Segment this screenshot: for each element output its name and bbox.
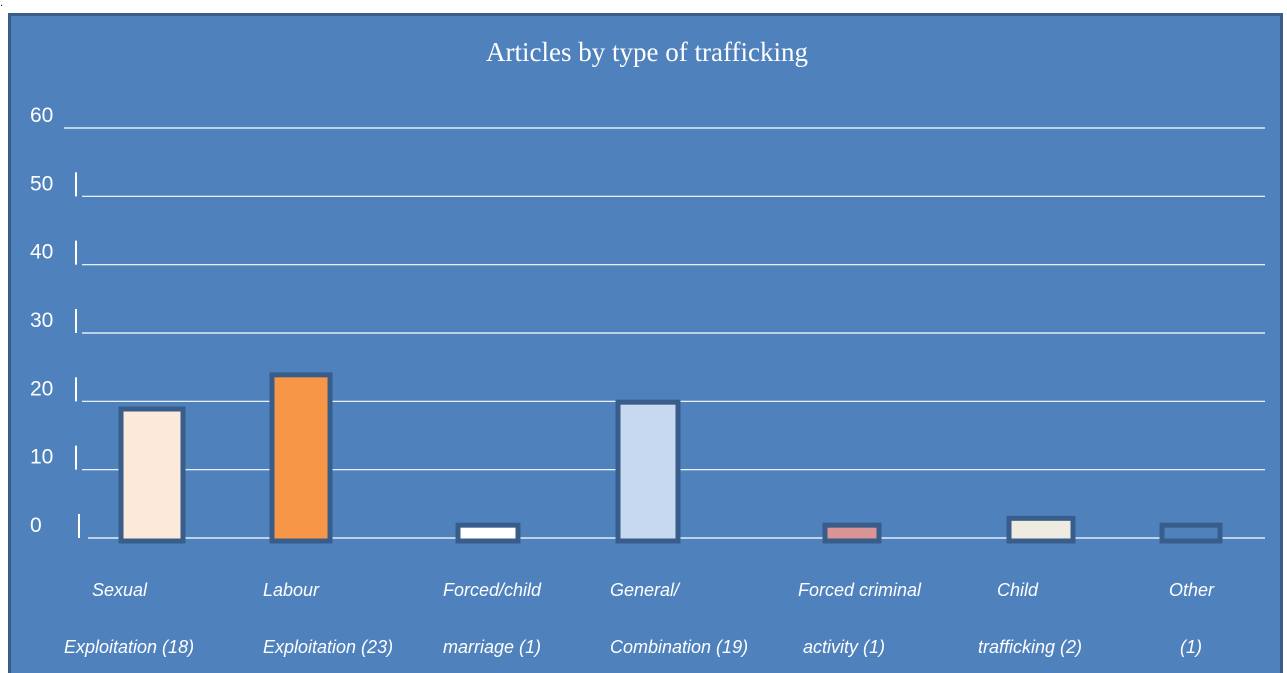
chart-panel [8, 13, 1283, 673]
y-tick-label: 40 [30, 241, 53, 264]
chart-title: Articles by type of trafficking [486, 37, 808, 67]
bar-2 [455, 522, 521, 544]
bar-3 [615, 399, 681, 544]
category-label-line2: Combination (19) [610, 637, 748, 657]
y-tick-label: 30 [30, 309, 53, 332]
bars [118, 372, 1223, 544]
y-axis-ticks: 0 10 20 30 40 50 60 [30, 104, 80, 538]
category-labels: Sexual Exploitation (18) Labour Exploitatio… [64, 580, 1215, 657]
stray-dot: . [0, 0, 4, 9]
bar-1 [269, 372, 333, 544]
y-tick-label: 50 [30, 172, 53, 195]
category-label-line1: Child [997, 580, 1039, 600]
category-label-line1: General/ [610, 580, 681, 600]
bar-4 [822, 522, 882, 544]
y-tick-label: 0 [30, 514, 42, 537]
bar-5 [1006, 515, 1076, 544]
y-tick-label: 20 [30, 377, 53, 400]
category-label-line1: Labour [263, 580, 320, 600]
category-label-line2: (1) [1180, 637, 1202, 657]
category-label-line1: Forced criminal [798, 580, 922, 600]
category-label-line1: Other [1169, 580, 1215, 600]
category-label-line2: Exploitation (18) [64, 637, 194, 657]
category-label-line2: marriage (1) [443, 637, 541, 657]
y-tick-label: 60 [30, 104, 53, 127]
category-label-line2: Exploitation (23) [263, 637, 393, 657]
y-tick-label: 10 [30, 446, 53, 469]
bar-6 [1159, 522, 1223, 544]
category-label-line1: Sexual [92, 580, 148, 600]
bar-0 [118, 406, 186, 544]
category-label-line1: Forced/child [443, 580, 542, 600]
category-label-line2: trafficking (2) [978, 637, 1082, 657]
category-label-line2: activity (1) [803, 637, 885, 657]
